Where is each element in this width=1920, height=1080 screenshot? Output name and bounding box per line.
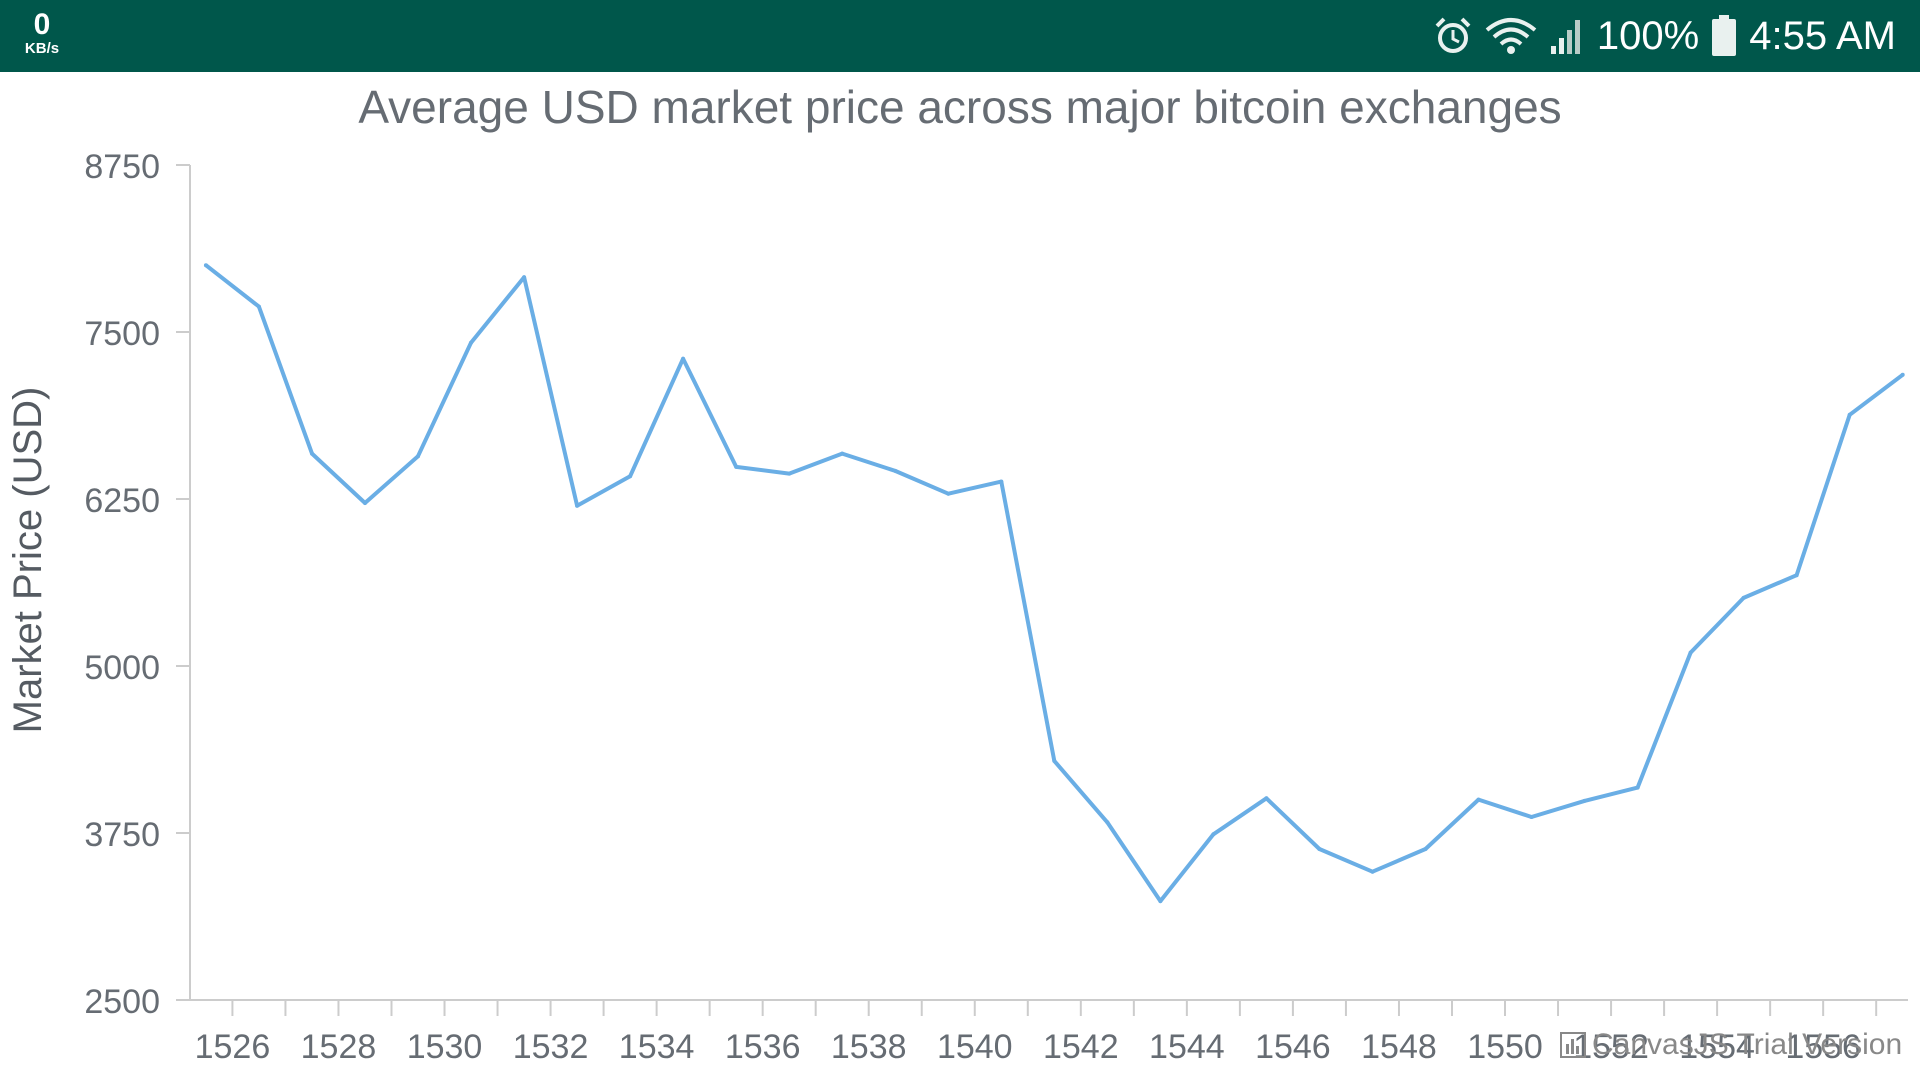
status-bar: 0 KB/s 100% 4:55 AM: [0, 0, 1920, 72]
data-point: [363, 501, 367, 505]
data-point: [1423, 847, 1428, 851]
data-point: [1529, 815, 1534, 819]
data-point: [999, 479, 1004, 484]
cell-signal-icon: [1550, 20, 1580, 54]
data-point: [628, 474, 633, 479]
y-tick-label: 5000: [84, 649, 160, 687]
x-tick-label: 1528: [301, 1028, 377, 1066]
data-point: [522, 275, 527, 280]
chart-title: Average USD market price across major bi…: [358, 81, 1562, 133]
data-point: [1317, 847, 1322, 851]
data-point: [787, 471, 792, 476]
data-point: [1370, 869, 1375, 874]
network-speed-value: 0: [33, 8, 51, 41]
y-tick-label: 8750: [84, 148, 160, 186]
data-point: [1635, 785, 1640, 790]
status-icons: 100% 4:55 AM: [1433, 0, 1896, 72]
data-point: [1105, 820, 1110, 825]
data-point: [1688, 650, 1693, 655]
data-point: [1264, 796, 1269, 801]
data-point: [416, 454, 420, 459]
network-speed: 0 KB/s: [20, 10, 64, 58]
data-point: [469, 340, 473, 345]
x-tick-label: 1534: [619, 1028, 695, 1066]
network-speed-unit: KB/s: [24, 40, 60, 57]
wifi-icon: [1485, 18, 1537, 54]
data-point: [1847, 412, 1852, 417]
data-point: [946, 491, 951, 496]
x-tick-label: 1532: [513, 1028, 589, 1066]
battery-icon: [1712, 15, 1737, 56]
chart-icon: [1560, 1032, 1586, 1058]
y-tick-label: 3750: [84, 816, 160, 854]
data-point: [681, 356, 686, 361]
watermark-text: CanvasJS Trial Version: [1592, 1028, 1903, 1061]
data-point: [1052, 758, 1057, 763]
x-tick-label: 1544: [1149, 1028, 1225, 1066]
y-tick-label: 6250: [84, 482, 160, 520]
y-axis: 2500 3750 5000 6250 7500 8750: [84, 148, 191, 1021]
x-tick-label: 1526: [195, 1028, 271, 1066]
data-point: [1582, 798, 1587, 803]
data-point: [1158, 899, 1163, 904]
y-tick-label: 7500: [84, 315, 160, 353]
series-line: [204, 263, 1904, 904]
x-tick-label: 1554: [1679, 1028, 1755, 1066]
x-axis: 1526 1528 1530 1532 1534 1536 1538 1540 1542 1544…: [190, 999, 1908, 1066]
data-point: [1741, 595, 1746, 600]
data-point: [203, 263, 208, 268]
x-tick-label: 1542: [1043, 1028, 1119, 1066]
x-tick-label: 1538: [831, 1028, 907, 1066]
data-point: [575, 503, 580, 508]
clock: 4:55 AM: [1749, 14, 1896, 58]
alarm-icon: [1435, 17, 1471, 53]
x-tick-label: 1556: [1785, 1028, 1861, 1066]
data-point: [734, 464, 739, 469]
y-tick-label: 2500: [84, 983, 160, 1021]
x-tick-label: 1550: [1467, 1028, 1543, 1066]
watermark: CanvasJS Trial Version: [1560, 1028, 1902, 1062]
battery-level: 100%: [1596, 14, 1700, 58]
x-tick-label: 1548: [1361, 1028, 1437, 1066]
data-point: [840, 451, 845, 456]
x-tick-label: 1540: [937, 1028, 1013, 1066]
data-point: [1476, 797, 1481, 802]
x-tick-label: 1546: [1255, 1028, 1331, 1066]
plot-area: [203, 263, 1905, 904]
data-point: [310, 451, 314, 456]
x-tick-label: 1530: [407, 1028, 483, 1066]
data-point: [893, 468, 898, 473]
data-point: [1900, 372, 1905, 377]
data-point: [1794, 573, 1799, 578]
data-point: [1211, 832, 1216, 837]
x-tick-label: 1536: [725, 1028, 801, 1066]
data-point: [256, 304, 261, 309]
